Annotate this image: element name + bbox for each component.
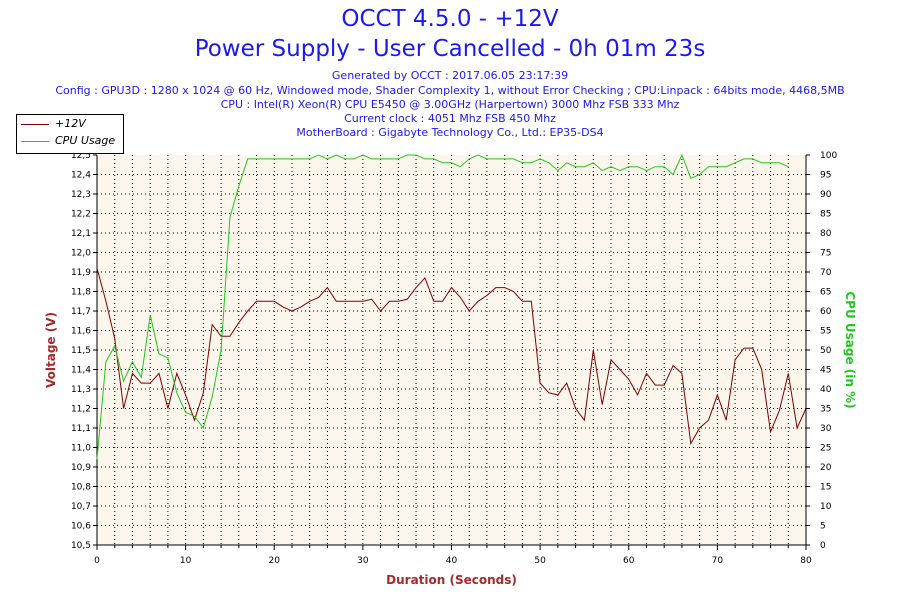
- x-tick-label: 0: [94, 556, 100, 566]
- y2-axis-title: CPU Usage (in %): [843, 291, 857, 408]
- legend-label-voltage: +12V: [55, 117, 86, 130]
- x-axis-title: Duration (Seconds): [386, 573, 517, 587]
- chart-subtitle: Power Supply - User Cancelled - 0h 01m 2…: [194, 36, 706, 62]
- info-config: Config : GPU3D : 1280 x 1024 @ 60 Hz, Wi…: [55, 84, 845, 97]
- y2-tick-label: 15: [820, 483, 831, 493]
- y-tick-label: 12,5: [71, 151, 91, 161]
- y-tick-label: 10,5: [71, 541, 91, 551]
- y2-tick-label: 70: [820, 268, 832, 278]
- y2-tick-label: 90: [820, 190, 832, 200]
- legend-swatch-voltage: [21, 124, 49, 125]
- x-tick-label: 50: [534, 556, 546, 566]
- chart-title: OCCT 4.5.0 - +12V: [341, 6, 559, 32]
- y-tick-label: 12,0: [71, 249, 91, 259]
- y2-tick-label: 45: [820, 366, 831, 376]
- y2-tick-label: 80: [820, 229, 832, 239]
- y2-tick-label: 20: [820, 463, 832, 473]
- y-axis-title: Voltage (V): [44, 312, 58, 388]
- y2-tick-label: 65: [820, 288, 831, 298]
- legend: +12V CPU Usage: [16, 114, 124, 154]
- series-line-voltage: [96, 267, 807, 446]
- series-line-cpu: [96, 153, 789, 460]
- x-tick-label: 60: [623, 556, 635, 566]
- y-tick-label: 11,2: [71, 405, 91, 415]
- y-tick-label: 10,9: [71, 463, 91, 473]
- y2-tick-label: 40: [820, 385, 832, 395]
- y2-tick-label: 95: [820, 171, 831, 181]
- y-tick-label: 12,3: [71, 190, 91, 200]
- y-tick-label: 10,6: [71, 522, 91, 532]
- y2-tick-label: 5: [820, 522, 826, 532]
- y-tick-label: 11,4: [71, 366, 91, 376]
- plot-area: [97, 155, 806, 545]
- y-tick-label: 11,8: [71, 288, 91, 298]
- x-tick-label: 70: [712, 556, 724, 566]
- y2-tick-label: 10: [820, 502, 832, 512]
- y-tick-label: 10,7: [71, 502, 91, 512]
- y-tick-label: 11,3: [71, 385, 91, 395]
- y-tick-label: 12,2: [71, 210, 91, 220]
- y2-tick-label: 35: [820, 405, 831, 415]
- legend-label-cpu: CPU Usage: [55, 134, 116, 147]
- y2-tick-label: 55: [820, 327, 831, 337]
- y-tick-label: 11,9: [71, 268, 91, 278]
- y2-tick-label: 60: [820, 307, 832, 317]
- y-tick-label: 11,5: [71, 346, 91, 356]
- y2-tick-label: 100: [820, 151, 837, 161]
- info-generated: Generated by OCCT : 2017.06.05 23:17:39: [331, 69, 569, 82]
- y-tick-label: 11,0: [71, 444, 91, 454]
- legend-swatch-cpu: [21, 141, 49, 142]
- x-tick-label: 80: [800, 556, 812, 566]
- info-clock: Current clock : 4051 Mhz FSB 450 Mhz: [344, 112, 556, 125]
- y2-tick-label: 0: [820, 541, 826, 551]
- y-tick-label: 11,6: [71, 327, 91, 337]
- x-tick-label: 20: [269, 556, 281, 566]
- y-tick-label: 12,4: [71, 171, 91, 181]
- info-cpu: CPU : Intel(R) Xeon(R) CPU E5450 @ 3.00G…: [220, 98, 680, 111]
- y2-tick-label: 50: [820, 346, 832, 356]
- y-tick-label: 10,8: [71, 483, 91, 493]
- legend-item-voltage: +12V: [17, 117, 123, 133]
- y2-tick-label: 25: [820, 444, 831, 454]
- y2-tick-label: 85: [820, 210, 831, 220]
- y-tick-label: 11,1: [71, 424, 91, 434]
- info-motherboard: MotherBoard : Gigabyte Technology Co., L…: [296, 126, 604, 139]
- x-tick-label: 40: [446, 556, 458, 566]
- x-tick-label: 30: [357, 556, 369, 566]
- y2-tick-label: 75: [820, 249, 831, 259]
- y2-tick-label: 30: [820, 424, 832, 434]
- y-tick-label: 12,1: [71, 229, 91, 239]
- x-tick-label: 10: [180, 556, 192, 566]
- y-tick-label: 11,7: [71, 307, 91, 317]
- legend-item-cpu: CPU Usage: [17, 134, 123, 150]
